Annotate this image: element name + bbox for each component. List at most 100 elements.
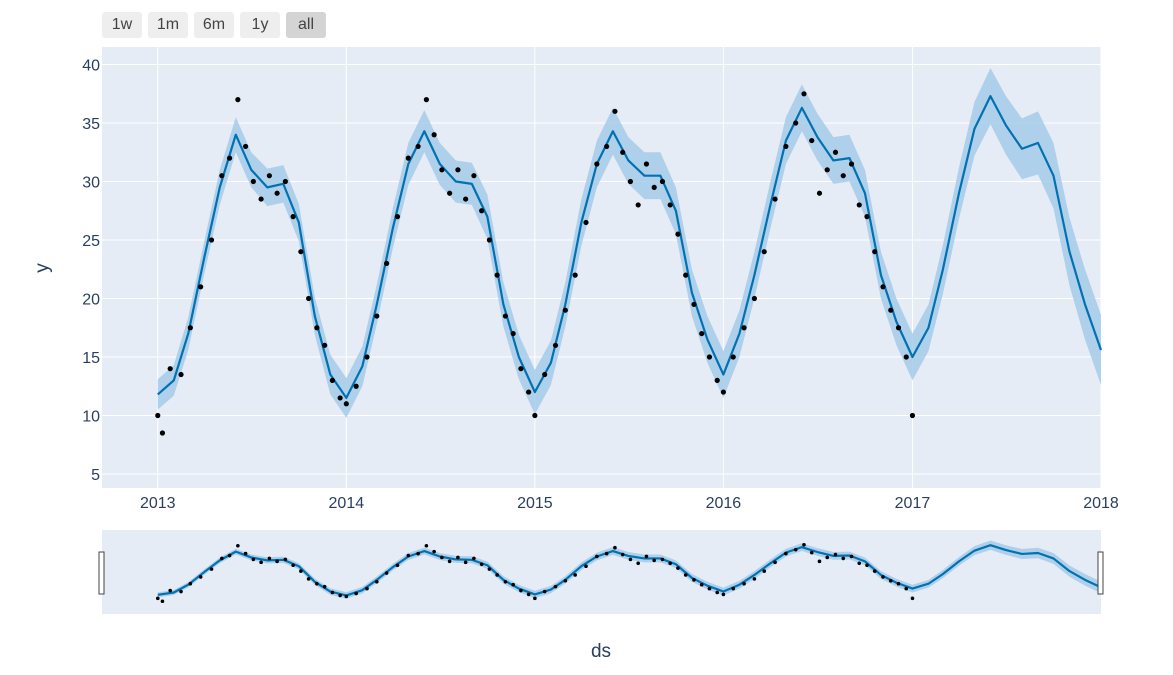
actual-point	[824, 167, 830, 173]
actual-point	[394, 214, 401, 220]
slider-actual-point	[375, 579, 379, 584]
slider-forecast-line-path	[157, 544, 1102, 597]
slider-actual-point	[487, 567, 492, 571]
actual-point	[479, 208, 485, 214]
actual-point	[699, 330, 705, 337]
actual-point	[572, 272, 578, 278]
actual-point	[594, 161, 600, 167]
actual-point	[405, 155, 411, 161]
slider-actual-point	[220, 556, 224, 561]
slider-actual-point	[479, 562, 484, 567]
actual-point	[322, 342, 328, 348]
slider-actual-point	[613, 545, 617, 550]
slider-actual-point	[881, 575, 885, 579]
y-axis-title: y	[32, 263, 53, 273]
actual-point	[510, 330, 516, 337]
slider-actual-point	[198, 575, 203, 579]
slider-actual-point	[825, 555, 830, 560]
range-slider-handle-left[interactable]	[98, 551, 105, 595]
x-tick-label: 2017	[895, 495, 931, 512]
slider-actual-point	[322, 584, 327, 589]
actual-point	[730, 354, 736, 360]
actual-point	[714, 377, 720, 383]
actual-point	[463, 196, 469, 202]
slider-actual-point	[802, 543, 806, 547]
slider-actual-point	[243, 551, 248, 556]
range-slider-background[interactable]	[102, 530, 1101, 614]
main-plot-background[interactable]	[102, 47, 1101, 488]
slider-actual-point	[384, 571, 389, 575]
slider-actual-point	[542, 589, 547, 594]
actual-point	[314, 325, 320, 331]
y-tick-label: 25	[82, 233, 100, 250]
range-button-all[interactable]: all	[286, 12, 326, 38]
y-tick-label: 30	[82, 175, 100, 192]
slider-actual-point	[644, 554, 649, 559]
actual-point	[471, 173, 477, 179]
slider-actual-point	[910, 596, 915, 601]
x-axis-ticks: 2013 2014 2015 2016 2017 2018	[140, 495, 1119, 512]
slider-actual-point	[330, 590, 335, 595]
actual-point	[832, 149, 839, 155]
slider-actual-point	[652, 558, 656, 563]
actual-point	[751, 295, 757, 302]
actual-point	[518, 366, 524, 372]
actual-point	[226, 155, 233, 161]
actual-point	[532, 412, 538, 419]
slider-actual-point	[573, 573, 577, 577]
slider-actual-point	[227, 553, 232, 558]
range-button-1w[interactable]: 1w	[102, 12, 142, 38]
actual-point	[895, 325, 902, 331]
slider-actual-point	[773, 560, 777, 565]
actual-point	[486, 237, 493, 243]
slider-actual-point	[259, 560, 263, 565]
actual-point	[848, 161, 855, 167]
actual-point	[620, 149, 626, 155]
range-slider-band	[157, 540, 1101, 599]
x-axis-title: ds	[591, 641, 611, 662]
actual-point	[627, 178, 634, 185]
actual-point	[643, 161, 650, 167]
actual-point	[880, 284, 886, 290]
slider-actual-point	[519, 588, 523, 593]
actual-point	[816, 190, 823, 196]
slider-actual-point	[168, 588, 172, 593]
slider-actual-point	[354, 591, 358, 596]
range-button-1m[interactable]: 1m	[148, 12, 188, 38]
slider-actual-point	[604, 551, 609, 556]
actual-point	[552, 342, 559, 348]
actual-point	[562, 307, 568, 313]
actual-point	[364, 354, 370, 360]
slider-actual-point	[511, 582, 515, 587]
slider-actual-point	[731, 586, 736, 591]
slider-actual-point	[888, 579, 893, 583]
range-button-6m[interactable]: 6m	[194, 12, 234, 38]
actual-point	[167, 366, 173, 372]
slider-actual-point	[395, 563, 400, 568]
actual-point	[242, 143, 249, 150]
slider-actual-point	[699, 582, 704, 587]
actual-point	[888, 307, 894, 313]
slider-actual-point	[833, 552, 838, 557]
slider-actual-point	[344, 594, 349, 599]
slider-actual-point	[628, 557, 633, 562]
actual-point	[282, 178, 288, 185]
actual-point	[909, 412, 916, 419]
slider-actual-point	[841, 556, 846, 561]
slider-actual-point	[784, 551, 788, 556]
range-slider-handle-right[interactable]	[1097, 551, 1104, 595]
slider-actual-point	[209, 567, 214, 571]
y-tick-label: 40	[82, 58, 100, 75]
slider-actual-point	[715, 590, 720, 595]
slider-actual-point	[721, 592, 726, 597]
slider-actual-point	[315, 581, 319, 586]
actual-point	[872, 249, 878, 255]
actual-point	[741, 325, 747, 331]
actual-point	[783, 143, 789, 150]
actual-point	[635, 202, 641, 208]
slider-actual-point	[160, 599, 165, 604]
slider-actual-point	[752, 577, 757, 581]
range-button-1y[interactable]: 1y	[240, 12, 280, 38]
slider-actual-point	[660, 557, 665, 562]
